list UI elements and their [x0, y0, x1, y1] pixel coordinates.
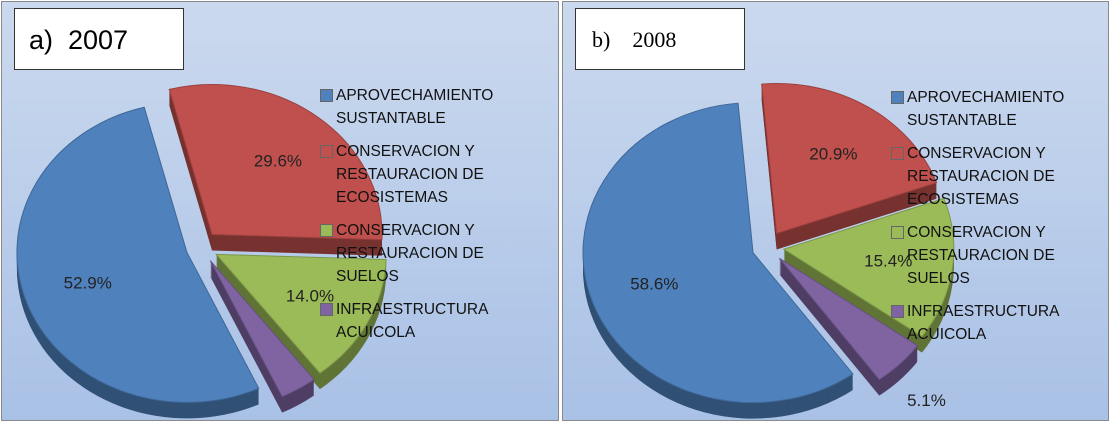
data-label: 14.0%: [286, 286, 334, 305]
legend-entry: CONSERVACION Y RESTAURACION DE SUELOS: [320, 219, 535, 288]
legend-label: INFRAESTRUCTURA ACUICOLA: [907, 303, 1059, 343]
pie-chart: 52.9%29.6%14.0%3.5%: [16, 84, 387, 419]
legend-swatch: [891, 226, 904, 239]
data-label: 58.6%: [630, 275, 678, 294]
slice: [582, 102, 854, 404]
slice: [16, 106, 260, 403]
legend-swatch: [891, 91, 904, 104]
data-label: 20.9%: [809, 145, 857, 164]
chart-panel: 58.6% 20.9% 15.4% 5.1% b) 2008 APROVECHAMIE…: [562, 1, 1109, 421]
chart-panel: 52.9%29.6%14.0%3.5% a) 2007 APROVECHAMIE…: [1, 1, 559, 421]
legend-label: CONSERVACION Y RESTAURACION DE SUELOS: [907, 224, 1055, 287]
legend: APROVECHAMIENTO SUSTANTABLE CONSERVACION …: [891, 86, 1106, 356]
legend-entry: CONSERVACION Y RESTAURACION DE SUELOS: [891, 221, 1106, 290]
legend-entry: CONSERVACION Y RESTAURACION DE ECOSISTEM…: [891, 142, 1106, 211]
pie-chart: 58.6% 20.9% 15.4% 5.1%: [582, 83, 955, 419]
slice: [215, 253, 387, 374]
legend-label: CONSERVACION Y RESTAURACION DE SUELOS: [336, 222, 484, 285]
legend-entry: APROVECHAMIENTO SUSTANTABLE: [320, 84, 535, 130]
data-label: 29.6%: [254, 151, 302, 170]
legend-label: APROVECHAMIENTO SUSTANTABLE: [336, 87, 494, 127]
legend-label: APROVECHAMIENTO SUSTANTABLE: [907, 89, 1065, 129]
legend-entry: INFRAESTRUCTURA ACUICOLA: [891, 300, 1106, 346]
legend-entry: INFRAESTRUCTURA ACUICOLA: [320, 298, 535, 344]
legend-entry: CONSERVACION Y RESTAURACION DE ECOSISTEM…: [320, 140, 535, 209]
slice: [761, 83, 938, 235]
legend: APROVECHAMIENTO SUSTANTABLE CONSERVACION …: [320, 84, 535, 354]
data-label: 52.9%: [64, 273, 112, 292]
legend-swatch: [891, 305, 904, 318]
legend-swatch: [320, 224, 333, 237]
legend-label: CONSERVACION Y RESTAURACION DE ECOSISTEM…: [336, 143, 484, 206]
chart-title: a) 2007: [14, 8, 184, 70]
data-label: 5.1%: [907, 391, 946, 410]
slice: [778, 257, 919, 381]
slice: [168, 84, 383, 241]
chart-title: b) 2008: [575, 8, 745, 70]
legend-label: CONSERVACION Y RESTAURACION DE ECOSISTEM…: [907, 145, 1055, 208]
legend-swatch: [320, 303, 333, 316]
legend-entry: APROVECHAMIENTO SUSTANTABLE: [891, 86, 1106, 132]
legend-swatch: [320, 145, 333, 158]
slice: [782, 197, 955, 338]
legend-label: INFRAESTRUCTURA ACUICOLA: [336, 301, 488, 341]
data-label: 15.4%: [864, 252, 912, 271]
legend-swatch: [320, 89, 333, 102]
slice: [209, 260, 315, 398]
legend-swatch: [891, 147, 904, 160]
